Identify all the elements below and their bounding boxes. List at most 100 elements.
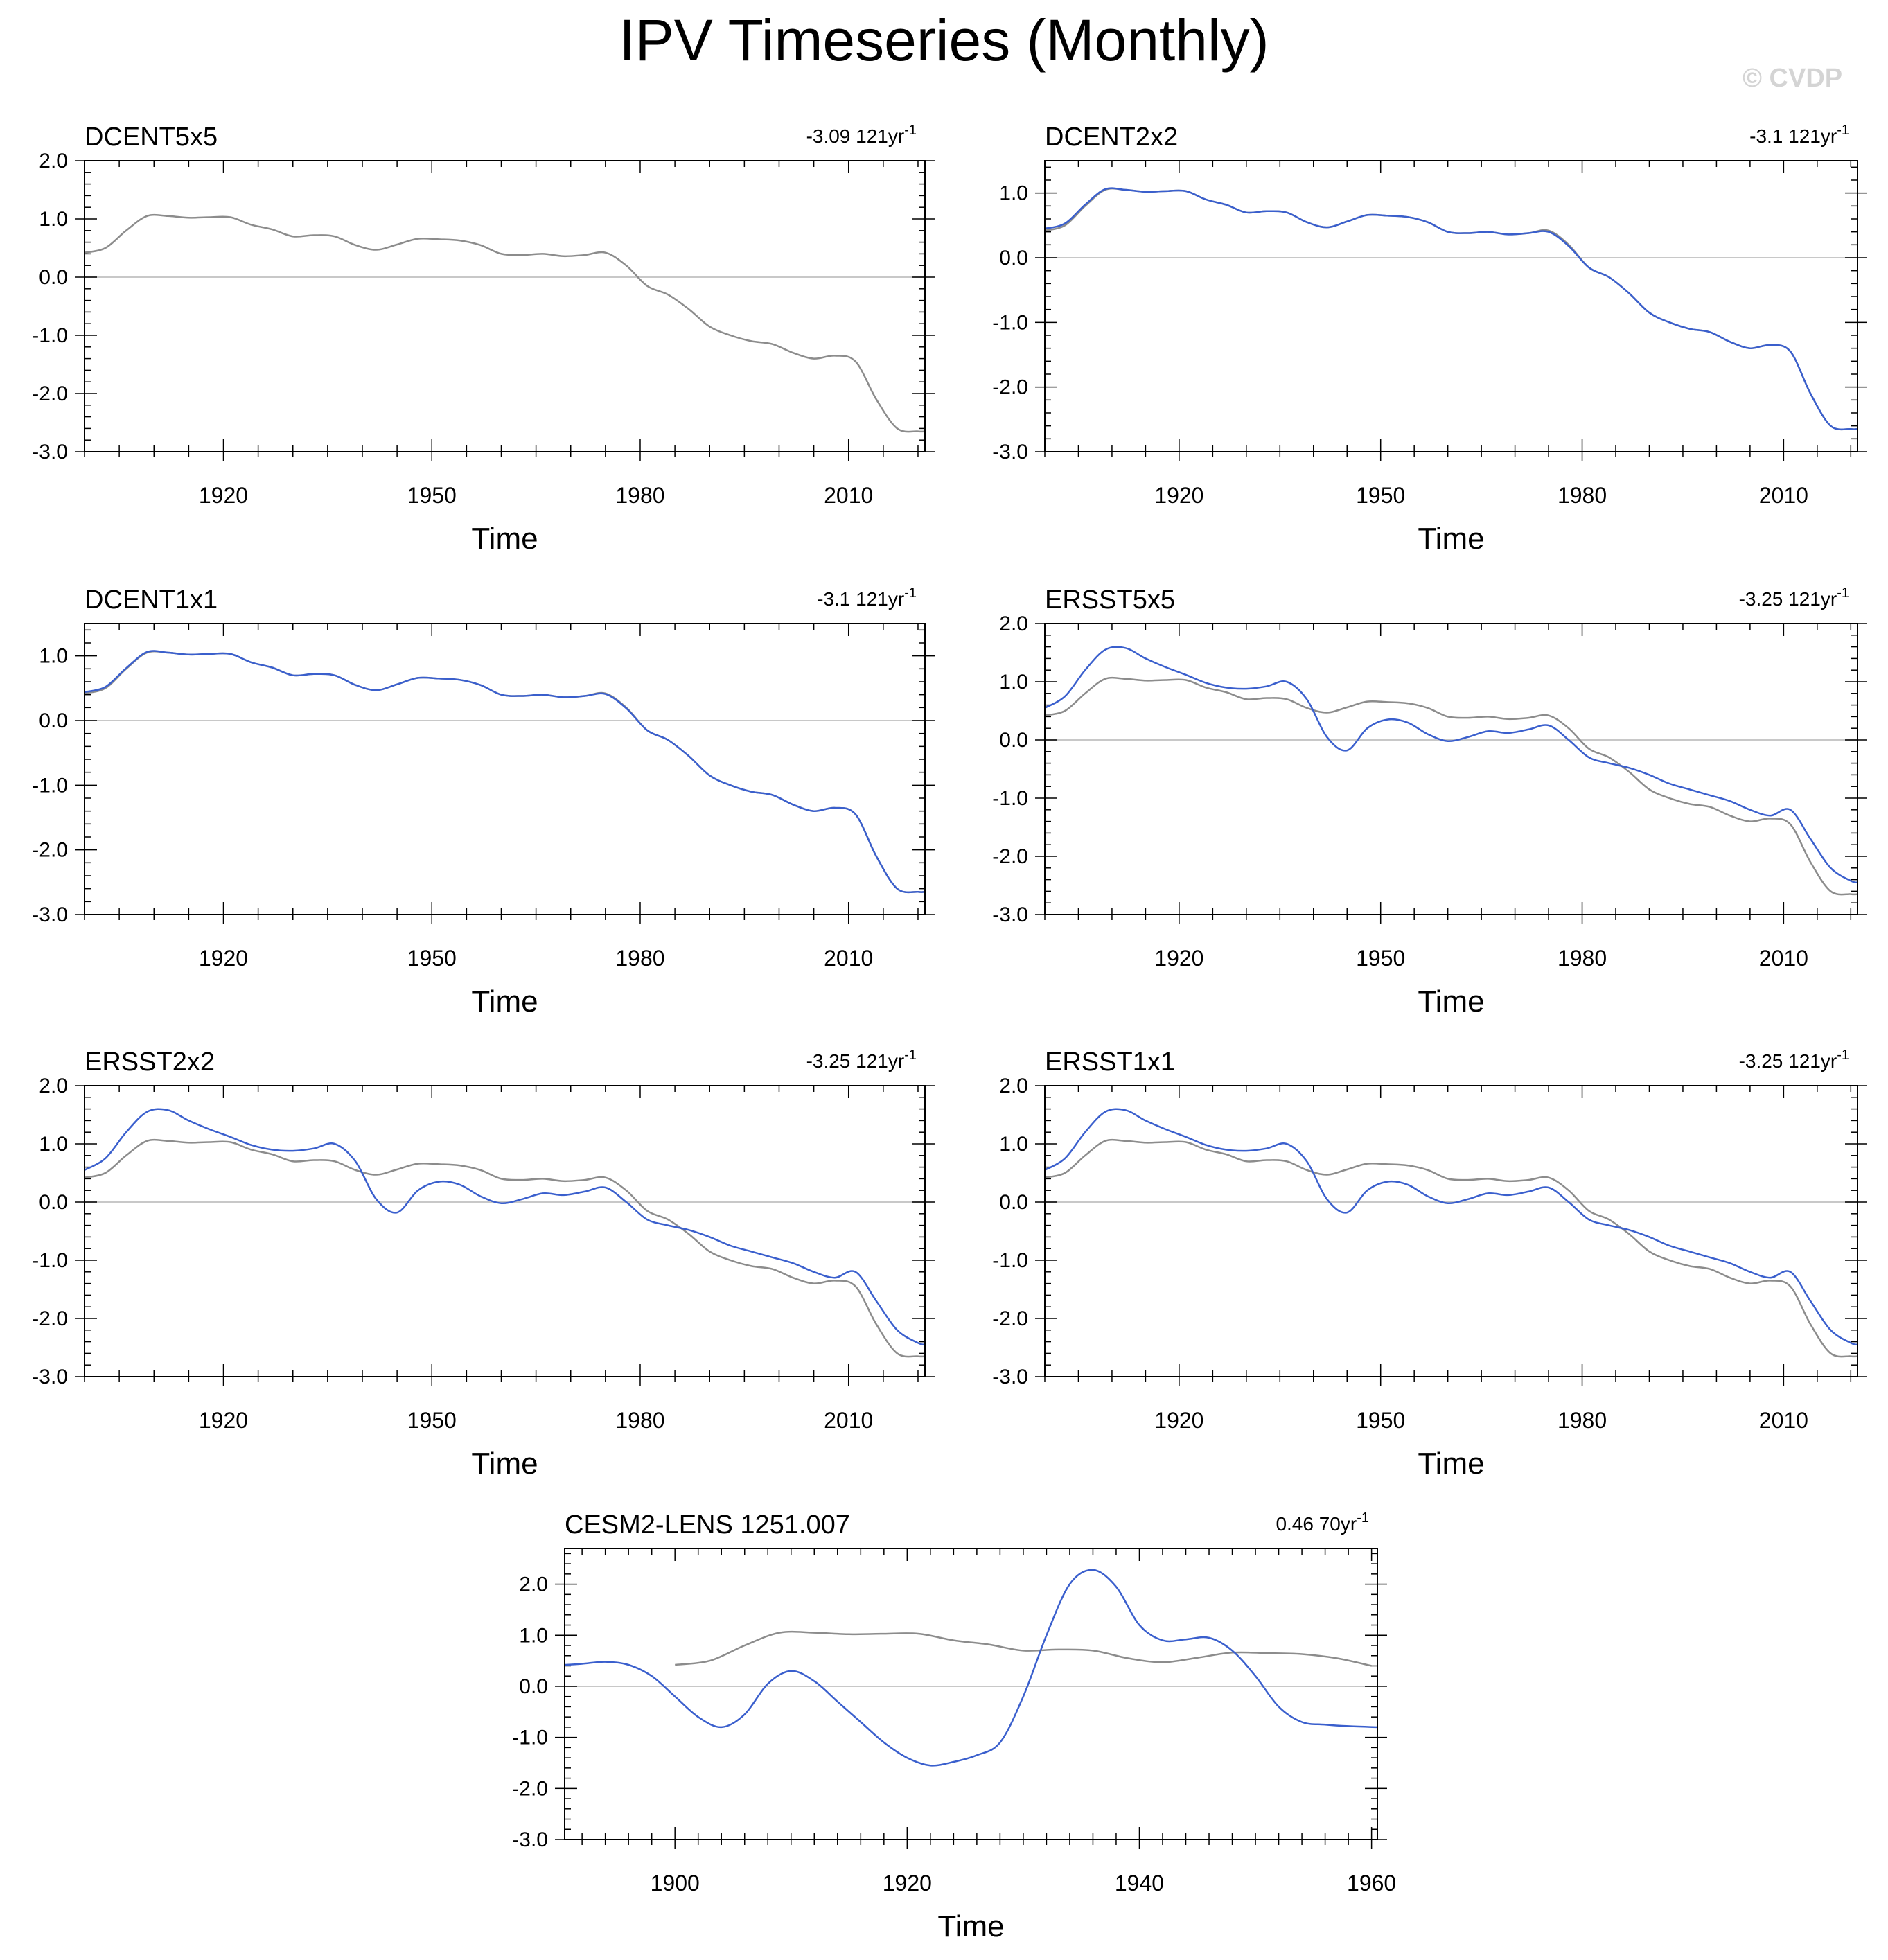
x-tick-label: 1950	[1356, 1408, 1405, 1433]
x-tick-label: 1950	[407, 483, 457, 508]
y-tick-label: 0.0	[999, 247, 1028, 270]
panel-title: ERSST1x1	[1045, 1048, 1175, 1077]
panel-title: CESM2-LENS 1251.007	[565, 1510, 850, 1539]
model-series-line	[1044, 187, 1858, 431]
panel-title: ERSST5x5	[1045, 585, 1175, 615]
y-tick-label: 1.0	[999, 671, 1028, 694]
x-tick-label: 1980	[1558, 1408, 1607, 1433]
trend-label: 0.46 70yr-1	[1276, 1510, 1369, 1535]
x-tick-label: 1980	[1558, 483, 1607, 508]
trend-label: -3.1 121yr-1	[817, 585, 917, 610]
x-tick-label: 2010	[1759, 946, 1808, 971]
y-tick-label: 1.0	[999, 1133, 1028, 1156]
x-tick-label: 1920	[199, 946, 248, 971]
y-tick-label: 0.0	[39, 266, 68, 289]
chart-panel-4: ERSST5x5 -3.25 121yr-1 2.0 1.0 0.0 -1.0 -2.0 -3…	[992, 585, 1867, 1018]
y-tick-label: 1.0	[519, 1624, 548, 1647]
x-axis-label: Time	[471, 985, 538, 1018]
y-tick-label: -1.0	[512, 1727, 548, 1749]
x-tick-label: 2010	[1759, 483, 1808, 508]
plot-frame	[84, 623, 926, 915]
cvdp-watermark: © CVDP	[1743, 64, 1843, 93]
trend-label: -3.09 121yr-1	[806, 123, 917, 147]
x-tick-label: 1950	[1356, 483, 1405, 508]
y-tick-label: -3.0	[32, 903, 68, 926]
model-series-line	[1044, 646, 1858, 884]
y-tick-label: 0.0	[519, 1675, 548, 1698]
y-tick-label: -3.0	[512, 1828, 548, 1851]
x-tick-label: 1920	[199, 483, 248, 508]
y-tick-label: -3.0	[32, 1366, 68, 1388]
x-tick-label: 1920	[1154, 1408, 1203, 1433]
chart-panel-2: DCENT2x2 -3.1 121yr-1 1.0 0.0 -1.0 -2.0 -3.0 19…	[992, 123, 1867, 556]
x-tick-label: 1920	[883, 1871, 932, 1896]
y-tick-label: 1.0	[39, 645, 68, 668]
model-series-line	[564, 1569, 1378, 1767]
y-tick-label: -1.0	[32, 1249, 68, 1272]
trend-label: -3.25 121yr-1	[1739, 1048, 1849, 1072]
plot-frame	[84, 160, 926, 452]
x-axis-label: Time	[471, 1447, 538, 1481]
observed-series-line	[1044, 187, 1858, 431]
x-tick-label: 2010	[1759, 1408, 1808, 1433]
plot-frame	[1044, 623, 1858, 915]
observed-series-line	[675, 1630, 1372, 1667]
x-tick-label: 1980	[615, 1408, 664, 1433]
trend-label: -3.25 121yr-1	[1739, 585, 1849, 610]
y-tick-label: -3.0	[992, 1366, 1028, 1388]
y-tick-label: -3.0	[32, 441, 68, 463]
y-tick-label: 1.0	[39, 1133, 68, 1156]
x-axis-label: Time	[1418, 985, 1484, 1018]
x-tick-label: 1920	[1154, 483, 1203, 508]
chart-panel-7: CESM2-LENS 1251.007 0.46 70yr-1 2.0 1.0 0.0 -…	[512, 1510, 1396, 1943]
x-tick-label: 2010	[824, 483, 873, 508]
y-tick-label: -2.0	[992, 1307, 1028, 1330]
x-tick-label: 1950	[407, 1408, 457, 1433]
y-tick-label: -2.0	[512, 1777, 548, 1800]
y-tick-label: 0.0	[39, 709, 68, 732]
chart-panel-3: DCENT1x1 -3.1 121yr-1 1.0 0.0 -1.0 -2.0 -3.0 19…	[32, 585, 935, 1018]
x-tick-label: 1940	[1115, 1871, 1164, 1896]
x-tick-label: 1960	[1347, 1871, 1396, 1896]
panel-title: ERSST2x2	[85, 1048, 215, 1077]
observed-series-line	[1044, 1138, 1858, 1358]
y-tick-label: -2.0	[992, 376, 1028, 399]
y-tick-label: -1.0	[32, 324, 68, 347]
x-axis-label: Time	[937, 1909, 1004, 1943]
y-tick-label: -1.0	[992, 1249, 1028, 1272]
x-axis-label: Time	[471, 522, 538, 556]
x-tick-label: 1980	[1558, 946, 1607, 971]
y-tick-label: -2.0	[32, 382, 68, 405]
y-tick-label: 2.0	[519, 1573, 548, 1596]
observed-series-line	[84, 650, 926, 894]
panel-title: DCENT5x5	[85, 123, 218, 152]
plot-frame	[564, 1548, 1378, 1840]
x-tick-label: 2010	[824, 1408, 873, 1433]
x-tick-label: 1920	[199, 1408, 248, 1433]
y-tick-label: -2.0	[992, 845, 1028, 868]
x-tick-label: 1980	[615, 483, 664, 508]
model-series-line	[1044, 1108, 1858, 1346]
y-tick-label: 0.0	[39, 1191, 68, 1214]
plot-frame	[84, 1085, 926, 1377]
plot-frame	[1044, 160, 1858, 452]
x-tick-label: 1950	[1356, 946, 1405, 971]
y-tick-label: 1.0	[39, 208, 68, 231]
x-tick-label: 1950	[407, 946, 457, 971]
x-tick-label: 1980	[615, 946, 664, 971]
model-series-line	[84, 1108, 926, 1346]
chart-panel-6: ERSST1x1 -3.25 121yr-1 2.0 1.0 0.0 -1.0 -2.0 -3…	[992, 1048, 1867, 1481]
figure-title: IPV Timeseries (Monthly)	[619, 8, 1269, 73]
y-tick-label: 0.0	[999, 1191, 1028, 1214]
observed-series-line	[84, 213, 926, 433]
plot-frame	[1044, 1085, 1858, 1377]
trend-label: -3.25 121yr-1	[806, 1048, 917, 1072]
chart-panel-5: ERSST2x2 -3.25 121yr-1 2.0 1.0 0.0 -1.0 -2.0 -3…	[32, 1048, 935, 1481]
observed-series-line	[84, 1138, 926, 1358]
y-tick-label: 2.0	[39, 1075, 68, 1097]
panel-title: DCENT2x2	[1045, 123, 1178, 152]
y-tick-label: -3.0	[992, 903, 1028, 926]
chart-panel-1: DCENT5x5 -3.09 121yr-1 2.0 1.0 0.0 -1.0 -2.0 -3…	[32, 123, 935, 556]
y-tick-label: -2.0	[32, 839, 68, 862]
